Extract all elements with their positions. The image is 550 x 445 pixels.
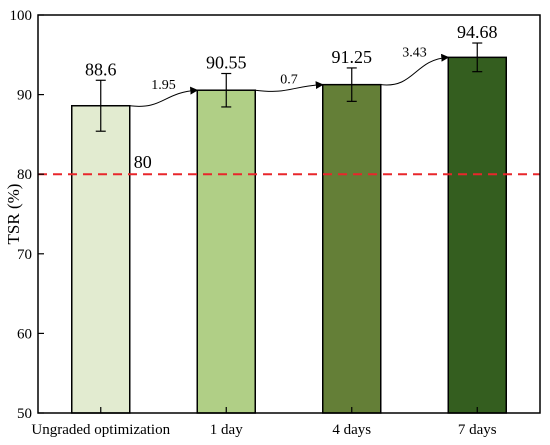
increment-arrow-3 — [380, 53, 450, 86]
y-tick-label: 100 — [10, 8, 33, 24]
increment-label-3: 3.43 — [402, 45, 427, 60]
plot-area: 80 88.6 90.55 91.25 94.68 1.95 0.7 3.43 50 60 70 80… — [10, 8, 541, 438]
y-tick-label: 50 — [17, 406, 32, 422]
y-tick-label: 90 — [17, 88, 32, 104]
y-tick-label: 60 — [17, 326, 32, 342]
bar-1 — [71, 104, 131, 414]
x-tick-label: 1 day — [210, 422, 243, 438]
bar-2 — [196, 89, 256, 414]
value-label-4: 94.68 — [457, 22, 498, 42]
increment-label-1: 1.95 — [151, 78, 176, 93]
y-tick-label: 70 — [17, 247, 32, 263]
x-tick-label: Ungraded optimization — [31, 422, 170, 438]
value-label-2: 90.55 — [206, 53, 247, 73]
bar-4 — [447, 56, 507, 414]
value-label-3: 91.25 — [332, 47, 373, 67]
increment-label-2: 0.7 — [280, 73, 298, 88]
y-axis-title: TSR (%) — [4, 184, 23, 245]
y-tick-label: 80 — [17, 167, 32, 183]
x-tick-label: 7 days — [458, 422, 497, 438]
bar-3 — [322, 83, 382, 414]
increment-arrow-2 — [255, 81, 324, 92]
reference-line-label: 80 — [134, 152, 152, 172]
plot-frame — [37, 14, 541, 414]
increment-arrow-1 — [129, 86, 199, 107]
x-tick-label: 4 days — [332, 422, 371, 438]
value-label-1: 88.6 — [85, 59, 117, 79]
